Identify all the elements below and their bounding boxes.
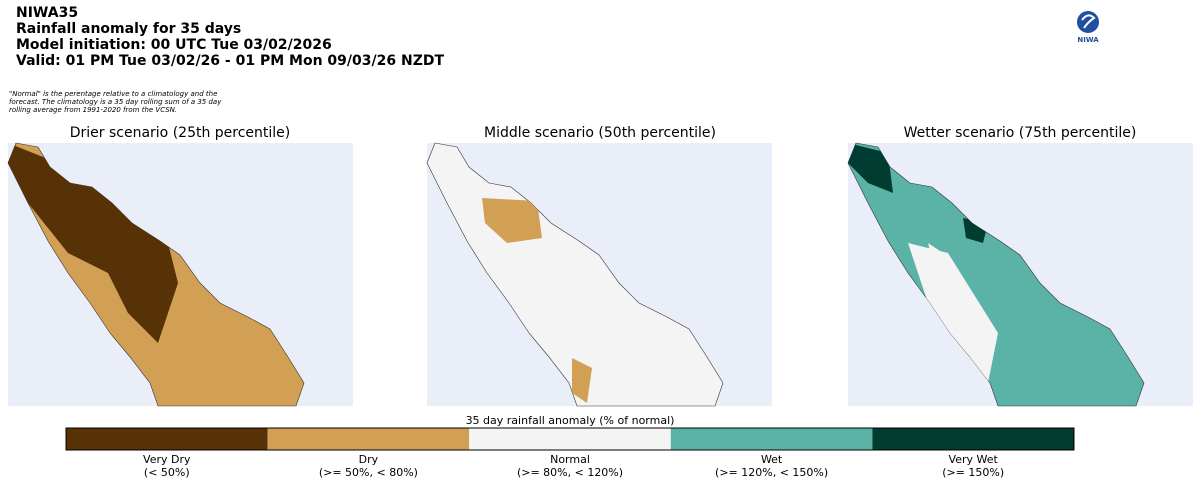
legend-range: (>= 50%, < 80%) — [319, 466, 418, 479]
note-line: rolling average from 1991-2020 from the … — [9, 106, 177, 114]
note-line: forecast. The climatology is a 35 day ro… — [9, 98, 222, 106]
header-line: NIWA35 — [16, 5, 78, 21]
panel-title: Wetter scenario (75th percentile) — [904, 125, 1137, 141]
header-line: Rainfall anomaly for 35 days — [16, 21, 241, 37]
legend-label: Very Dry — [143, 453, 191, 466]
header-line: Valid: 01 PM Tue 03/02/26 - 01 PM Mon 09… — [16, 53, 444, 69]
legend-swatch — [469, 428, 671, 450]
note: "Normal" is the perentage relative to a … — [9, 90, 222, 114]
logo: NIWA — [1077, 11, 1099, 44]
legend-label: Very Wet — [949, 453, 999, 466]
legend-swatch — [872, 428, 1074, 450]
colorbar-frame — [65, 427, 1075, 451]
legend-label: Wet — [761, 453, 783, 466]
legend: Very Dry(< 50%)Dry(>= 50%, < 80%)Normal(… — [66, 428, 1074, 479]
panel-title: Middle scenario (50th percentile) — [484, 125, 716, 141]
legend-swatch — [267, 428, 470, 450]
map-panel — [426, 142, 772, 407]
map-panel — [847, 142, 1193, 407]
map-panel — [7, 142, 353, 407]
legend-range: (< 50%) — [144, 466, 190, 479]
legend-title: 35 day rainfall anomaly (% of normal) — [466, 414, 675, 427]
legend-label: Normal — [550, 453, 590, 466]
header-line: Model initiation: 00 UTC Tue 03/02/2026 — [16, 37, 332, 53]
legend-swatch — [670, 428, 873, 450]
legend-range: (>= 80%, < 120%) — [517, 466, 623, 479]
legend-swatch — [66, 428, 268, 450]
legend-range: (>= 120%, < 150%) — [715, 466, 828, 479]
logo-text: NIWA — [1077, 36, 1099, 44]
legend-range: (>= 150%) — [942, 466, 1004, 479]
legend-label: Dry — [359, 453, 379, 466]
panel-title: Drier scenario (25th percentile) — [70, 125, 291, 141]
note-line: "Normal" is the perentage relative to a … — [9, 90, 217, 98]
